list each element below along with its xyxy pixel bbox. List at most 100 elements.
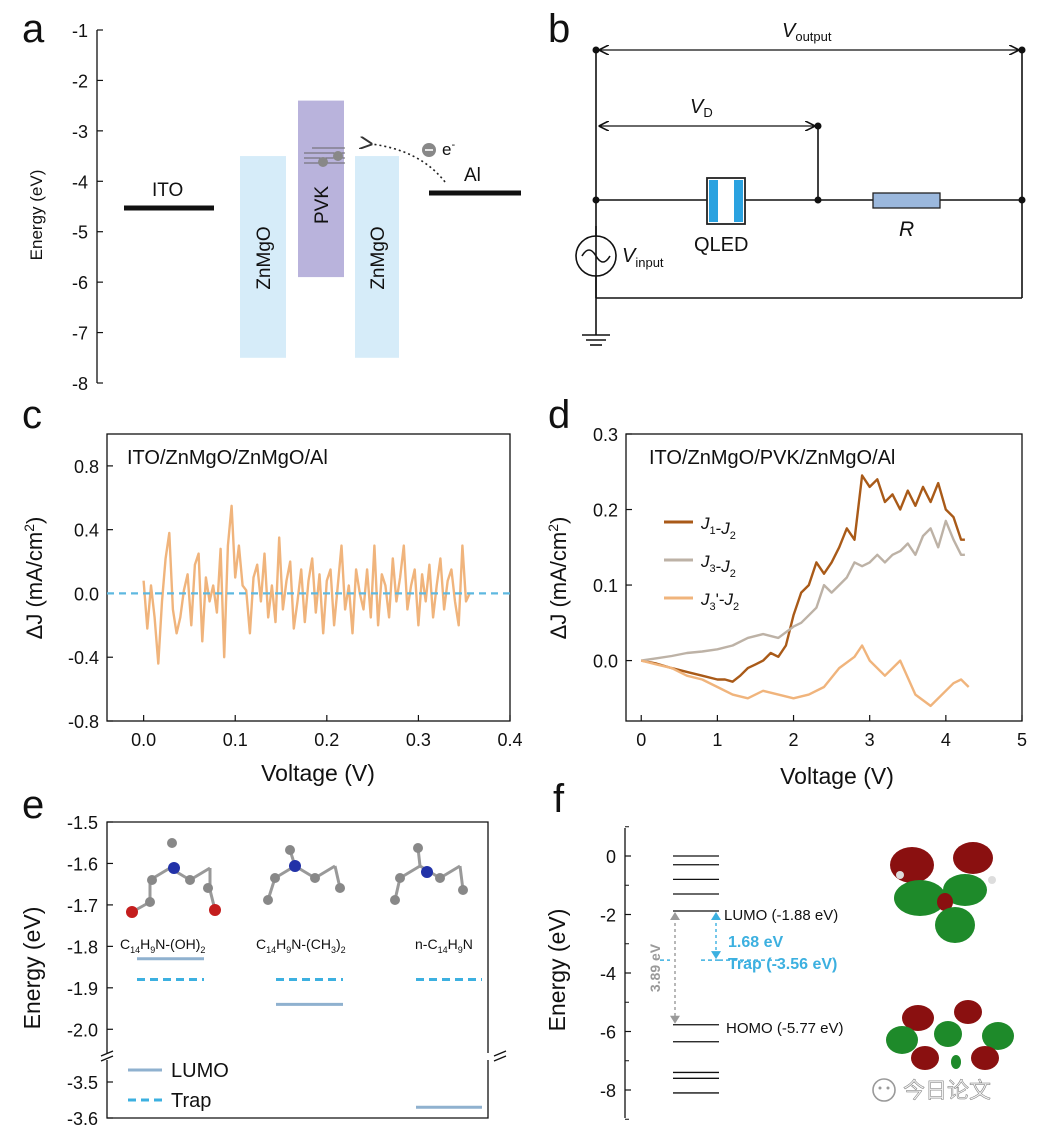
c-y-axis-label: ΔJ (mA/cm2) (21, 517, 47, 640)
e-y-tick-label: -1.7 (67, 896, 98, 916)
f-y-tick-label: -6 (600, 1023, 616, 1043)
c-plot-frame (106, 433, 511, 722)
x-tick-label: 3 (865, 730, 875, 750)
panel-f: 0 -2 -4 -6 -8 Energy (eV) LUMO (-1.88 eV) HO… (544, 826, 1014, 1120)
f-y-tick-label: -2 (600, 906, 616, 926)
f-y-axis-label: Energy (eV) (544, 909, 570, 1032)
electron-hop-arrow (371, 144, 446, 183)
molecule-1-label: C14H9N-(OH)2 (120, 936, 205, 955)
watermark-icon (872, 1078, 896, 1102)
v-output-label: Voutput (782, 20, 832, 44)
panel-label-e: e (22, 783, 44, 827)
panel-label-c: c (22, 393, 42, 437)
d-legend: J1-J2 J3-J2 J3'-J2 (664, 514, 739, 613)
panel-a: ZnMgO PVK ZnMgO -1 -2 -3 -4 -5 -6 -7 -8 Energy (e… (27, 21, 521, 394)
e-y-tick-label: -1.8 (67, 937, 98, 957)
e-y-tick-label: -2.0 (67, 1020, 98, 1040)
x-tick-label: 0.1 (223, 730, 248, 750)
x-tick-label: 0 (636, 730, 646, 750)
d-x-axis-label: Voltage (V) (780, 763, 894, 789)
series-line-0 (640, 474, 965, 683)
qled-label: QLED (694, 234, 748, 256)
v-input-label: Vinput (622, 245, 664, 270)
layer-znmgo-0 (240, 156, 286, 358)
homo-orbital-image (886, 1000, 1014, 1070)
e-y-tick-label: -1.5 (67, 813, 98, 833)
a-y-tick-label: -2 (72, 71, 88, 91)
a-y-tick-label: -6 (72, 273, 88, 293)
trap-gap-arrow-head-bottom (711, 951, 721, 960)
c-plot-area: 0.0 0.1 0.2 0.3 0.4 -0.8 -0.4 0.0 0.4 0.8 (68, 457, 523, 750)
x-tick-label: 0.3 (406, 730, 431, 750)
e-plot-area: -1.5 -1.6 -1.7 -1.8 -1.9 -2.0 -3.5 -3.6 (67, 813, 482, 1129)
trap-gap-arrow-head-top (711, 911, 721, 920)
a-y-tick-label: -5 (72, 223, 88, 243)
f-plot-area: 0 -2 -4 -6 -8 (600, 826, 780, 1120)
e-y-tick-label: -1.9 (67, 979, 98, 999)
y-tick-label: 0.0 (593, 652, 618, 672)
x-tick-label: 5 (1017, 730, 1027, 750)
molecule-1-image (126, 838, 221, 918)
y-tick-label: 0.4 (74, 521, 99, 541)
r-label: R (899, 218, 914, 241)
y-tick-label: -0.4 (68, 648, 99, 668)
f-y-tick-label: -8 (600, 1081, 616, 1101)
y-tick-label: 0.3 (593, 425, 618, 445)
c-title: ITO/ZnMgO/ZnMgO/Al (127, 447, 328, 469)
e-frame (106, 821, 489, 1053)
a-y-tick-label: -3 (72, 122, 88, 142)
x-tick-label: 0.2 (314, 730, 339, 750)
trap-gap-label: 1.68 eV (728, 934, 783, 951)
e-y-axis-label: Energy (eV) (19, 907, 45, 1030)
y-tick-label: 0.2 (593, 501, 618, 521)
x-tick-label: 4 (941, 730, 951, 750)
x-tick-label: 0.0 (131, 730, 156, 750)
y-tick-label: 0.0 (74, 584, 99, 604)
ito-label: ITO (152, 180, 183, 201)
e-legend: LUMO Trap (128, 1060, 229, 1112)
a-y-tick-label: -8 (72, 374, 88, 394)
series-line-0 (142, 504, 471, 665)
d-legend-label-3: J3'-J2 (700, 590, 739, 613)
homo-label: HOMO (-5.77 eV) (726, 1020, 844, 1037)
molecule-2-image (263, 845, 345, 905)
watermark-text: 今日论文 (903, 1078, 991, 1103)
d-plot-area: 0 1 2 3 4 5 0.0 0.1 0.2 0.3 (593, 425, 1027, 750)
a-layers: ZnMgO PVK ZnMgO (240, 100, 399, 358)
f-y-tick-label: -4 (600, 964, 616, 984)
circuit-nodes (592, 46, 1026, 204)
e-axis-breaks (100, 1050, 507, 1062)
c-x-axis-label: Voltage (V) (261, 760, 375, 786)
d-legend-label-2: J3-J2 (700, 552, 736, 580)
panel-e: -1.5 -1.6 -1.7 -1.8 -1.9 -2.0 -3.5 -3.6 Energy … (19, 813, 507, 1129)
layer-znmgo-2 (355, 156, 399, 358)
f-y-tick-label: 0 (606, 847, 616, 867)
gap-arrow-head-bottom (670, 1015, 680, 1024)
electron-label: e- (442, 139, 455, 159)
e-y-tick-label: -3.6 (67, 1109, 98, 1129)
layer-label-2: ZnMgO (368, 226, 389, 289)
panel-label-f: f (553, 777, 565, 821)
d-y-axis-label: ΔJ (mA/cm2) (545, 517, 571, 640)
molecule-2-label: C14H9N-(CH3)2 (256, 936, 346, 955)
x-tick-label: 1 (712, 730, 722, 750)
qled-symbol (706, 177, 746, 225)
gap-label: 3.89 eV (647, 943, 663, 992)
y-tick-label: 0.1 (593, 576, 618, 596)
panel-label-a: a (22, 7, 45, 51)
a-y-ticks: -1 -2 -3 -4 -5 -6 -7 -8 (72, 21, 103, 394)
layer-pvk-1 (298, 100, 344, 278)
a-y-tick-label: -7 (72, 324, 88, 344)
panel-b (575, 50, 1023, 346)
d-legend-label-1: J1-J2 (700, 514, 736, 542)
layer-label-1: PVK (312, 186, 333, 224)
y-tick-label: 0.8 (74, 457, 99, 477)
v-d-label: VD (690, 96, 713, 120)
y-tick-label: -0.8 (68, 712, 99, 732)
trap-label: Trap (-3.56 eV) (728, 956, 837, 973)
pvk-trap-states (304, 147, 345, 167)
panel-label-b: b (548, 7, 570, 51)
series-line-2 (640, 644, 970, 708)
d-title: ITO/ZnMgO/PVK/ZnMgO/Al (649, 447, 895, 469)
